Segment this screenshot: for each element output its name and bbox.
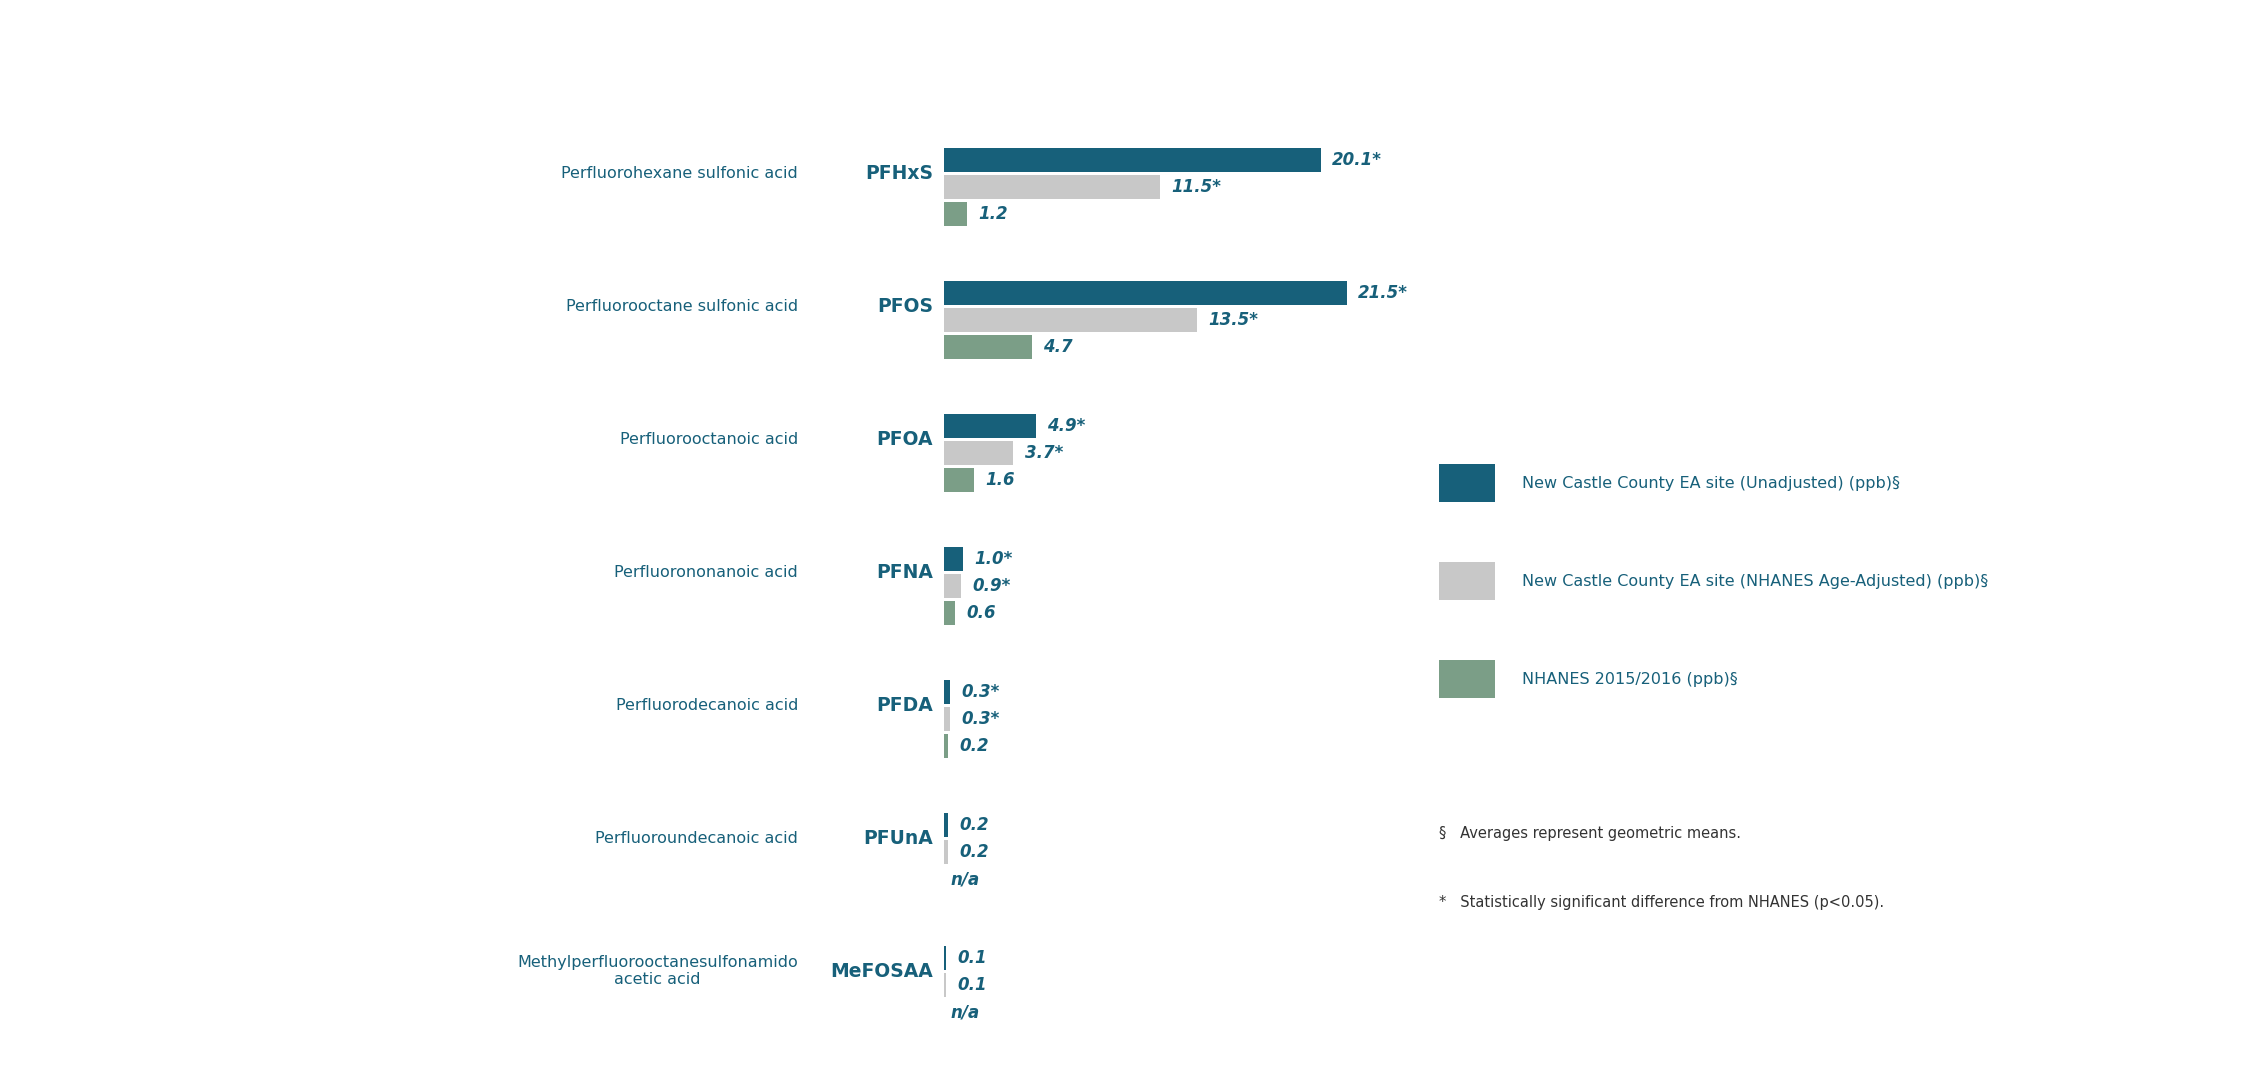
- Text: 13.5*: 13.5*: [1209, 311, 1259, 329]
- Bar: [944, 308, 1196, 332]
- Bar: [944, 175, 1160, 199]
- Text: Perfluorooctane sulfonic acid: Perfluorooctane sulfonic acid: [566, 299, 798, 314]
- Text: PFOA: PFOA: [877, 429, 933, 449]
- Text: §   Averages represent geometric means.: § Averages represent geometric means.: [1439, 826, 1740, 841]
- Bar: [944, 413, 1036, 438]
- Bar: [944, 735, 949, 758]
- Text: Perfluorohexane sulfonic acid: Perfluorohexane sulfonic acid: [562, 166, 798, 181]
- Text: 0.6: 0.6: [967, 604, 996, 622]
- Text: Perfluorononanoic acid: Perfluorononanoic acid: [614, 564, 798, 579]
- Bar: [944, 574, 962, 598]
- Text: n/a: n/a: [951, 870, 980, 888]
- Text: NHANES 2015/2016 (ppb)§: NHANES 2015/2016 (ppb)§: [1522, 672, 1738, 687]
- Bar: [944, 281, 1347, 304]
- Text: n/a: n/a: [951, 1004, 980, 1021]
- Text: 0.3*: 0.3*: [962, 710, 1000, 728]
- Bar: [944, 840, 949, 864]
- Text: 0.1: 0.1: [958, 976, 987, 994]
- Text: PFDA: PFDA: [877, 696, 933, 714]
- Text: Perfluorodecanoic acid: Perfluorodecanoic acid: [616, 698, 798, 713]
- Text: PFHxS: PFHxS: [865, 164, 933, 183]
- FancyBboxPatch shape: [1439, 661, 1495, 697]
- FancyBboxPatch shape: [1439, 562, 1495, 600]
- Text: New Castle County EA site (NHANES Age-Adjusted) (ppb)§: New Castle County EA site (NHANES Age-Ad…: [1522, 573, 1987, 589]
- Text: 0.9*: 0.9*: [971, 577, 1012, 594]
- Text: 0.1: 0.1: [958, 949, 987, 967]
- Bar: [944, 680, 949, 704]
- Text: 0.2: 0.2: [960, 737, 989, 755]
- Bar: [944, 546, 962, 571]
- Text: Methylperfluorooctanesulfonamido
acetic acid: Methylperfluorooctanesulfonamido acetic …: [517, 955, 798, 987]
- Text: *   Statistically significant difference from NHANES (p<0.05).: * Statistically significant difference f…: [1439, 894, 1884, 909]
- Bar: [944, 202, 967, 226]
- Text: 11.5*: 11.5*: [1171, 178, 1221, 196]
- Text: 1.0*: 1.0*: [973, 549, 1012, 568]
- Bar: [944, 707, 949, 730]
- Text: 20.1*: 20.1*: [1331, 151, 1383, 168]
- Text: 4.9*: 4.9*: [1048, 417, 1086, 435]
- Text: 3.7*: 3.7*: [1025, 443, 1063, 462]
- Text: 4.7: 4.7: [1043, 338, 1072, 357]
- Text: PFOS: PFOS: [877, 297, 933, 316]
- Text: 0.2: 0.2: [960, 816, 989, 833]
- Bar: [944, 468, 973, 493]
- Text: MeFOSAA: MeFOSAA: [830, 962, 933, 981]
- Text: New Castle County EA site (Unadjusted) (ppb)§: New Castle County EA site (Unadjusted) (…: [1522, 476, 1900, 491]
- Text: 21.5*: 21.5*: [1358, 284, 1407, 302]
- Text: 0.3*: 0.3*: [962, 682, 1000, 700]
- Bar: [944, 335, 1032, 359]
- Text: 1.2: 1.2: [978, 206, 1007, 223]
- Text: New Castle County EA site average PFAS blood levels compared to national average: New Castle County EA site average PFAS b…: [27, 31, 1441, 60]
- FancyBboxPatch shape: [1439, 465, 1495, 501]
- Text: PFNA: PFNA: [877, 562, 933, 582]
- Text: 0.2: 0.2: [960, 843, 989, 861]
- Text: PFUnA: PFUnA: [863, 829, 933, 848]
- Bar: [944, 813, 949, 836]
- Text: 1.6: 1.6: [985, 471, 1016, 489]
- Text: Perfluorooctanoic acid: Perfluorooctanoic acid: [620, 432, 798, 447]
- Bar: [944, 441, 1014, 465]
- Text: Perfluoroundecanoic acid: Perfluoroundecanoic acid: [596, 831, 798, 846]
- Bar: [944, 148, 1322, 171]
- Bar: [944, 601, 955, 625]
